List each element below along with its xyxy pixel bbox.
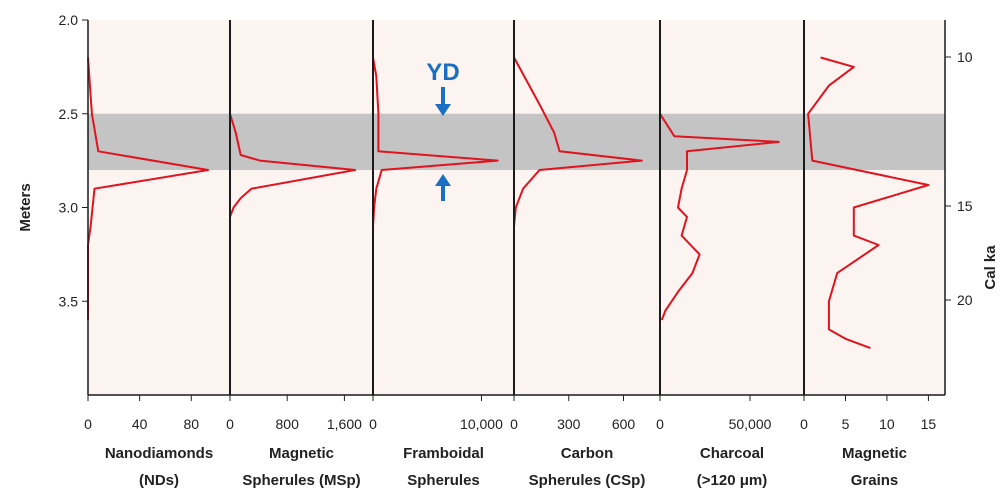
x-tick-label: 5 — [842, 416, 850, 432]
panel-title-line2: (>120 μm) — [697, 472, 767, 489]
panel-title-line1: Framboidal — [403, 445, 484, 462]
panel-title-line2: Grains — [851, 472, 899, 489]
y-tick-label: 3.0 — [59, 200, 79, 216]
y-tick-label: 3.5 — [59, 293, 79, 309]
panel-title-line2: Spherules (MSp) — [242, 472, 360, 489]
panel-title-line2: (NDs) — [139, 472, 179, 489]
panel-title-line1: Carbon — [561, 445, 614, 462]
x-tick-label: 0 — [800, 416, 808, 432]
series-line-2 — [229, 57, 357, 302]
x-tick-label: 0 — [510, 416, 518, 432]
y-tick-label: 2.0 — [59, 12, 79, 28]
right-tick-label: 10 — [957, 49, 973, 65]
x-tick-label: 0 — [369, 416, 377, 432]
panel-title-line2: Spherules (CSp) — [529, 472, 646, 489]
right-axis-label: Cal ka — [982, 245, 999, 290]
right-tick-label: 15 — [957, 198, 973, 214]
x-tick-label: 600 — [612, 416, 636, 432]
x-tick-label: 300 — [557, 416, 581, 432]
x-tick-label: 0 — [656, 416, 664, 432]
panel-title-line1: Charcoal — [700, 445, 764, 462]
x-tick-label: 40 — [132, 416, 148, 432]
right-tick-label: 20 — [957, 292, 973, 308]
panel-title-line2: Spherules — [407, 472, 480, 489]
x-tick-label: 15 — [921, 416, 937, 432]
x-tick-label: 1,600 — [327, 416, 362, 432]
x-tick-label: 0 — [226, 416, 234, 432]
x-tick-label: 10 — [879, 416, 895, 432]
panel-title-line1: Nanodiamonds — [105, 445, 213, 462]
panel-title-line1: Magnetic — [842, 445, 907, 462]
x-tick-label: 80 — [183, 416, 199, 432]
series-line-6 — [807, 56, 930, 350]
x-tick-label: 0 — [84, 416, 92, 432]
panel-title-line1: Magnetic — [269, 445, 334, 462]
y-tick-label: 2.5 — [59, 106, 79, 122]
yd-label: YD — [426, 59, 459, 86]
x-tick-label: 10,000 — [460, 416, 503, 432]
yd-arrow-up-head — [435, 174, 451, 186]
series-line-5 — [659, 113, 780, 321]
x-tick-label: 50,000 — [729, 416, 772, 432]
y-axis-label: Meters — [17, 183, 34, 231]
x-tick-label: 800 — [276, 416, 300, 432]
yd-arrow-down-head — [435, 104, 451, 116]
